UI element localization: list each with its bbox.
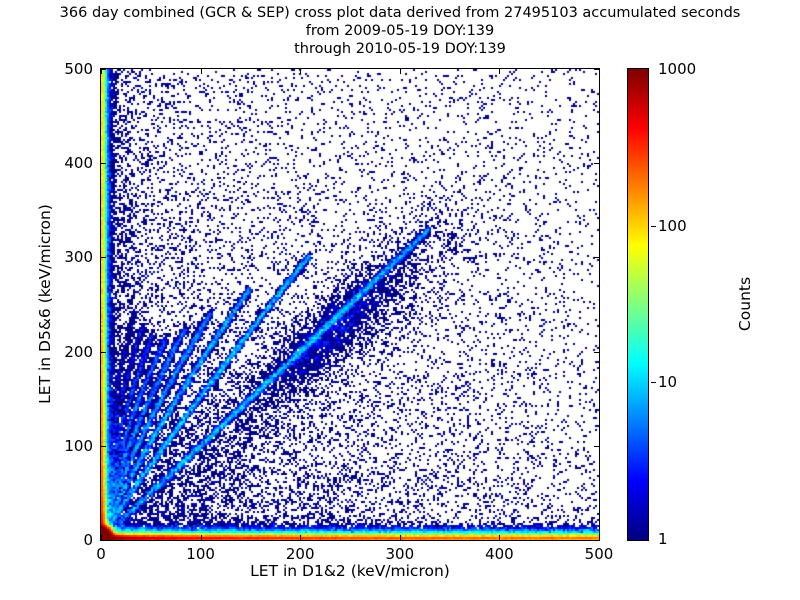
y-tick-right-300 (594, 257, 599, 259)
y-tick-right-400 (594, 163, 599, 165)
plot-axes (100, 68, 600, 541)
y-ticklabel-500: 500 (64, 60, 93, 78)
colorbar-tick-100 (651, 225, 656, 227)
colorbar-tick-10 (651, 382, 656, 384)
colorbar: 1 10 100 1000 (627, 60, 696, 548)
x-tick-top-200 (300, 69, 302, 74)
colorbar-ticklabel-10: 10 (658, 373, 678, 392)
x-tick-0 (101, 535, 102, 540)
y-tick-100 (101, 445, 106, 447)
x-tick-100 (200, 535, 202, 540)
y-ticklabel-0: 0 (83, 531, 93, 549)
y-ticklabel-200: 200 (64, 342, 93, 361)
colorbar-gradient (627, 68, 649, 541)
y-tick-right-100 (594, 445, 599, 447)
x-ticklabel-500: 500 (584, 545, 614, 563)
x-tick-top-0 (101, 69, 102, 74)
x-tick-top-400 (499, 69, 501, 74)
y-tick-right-200 (594, 351, 599, 353)
x-tick-400 (499, 535, 501, 540)
x-axis-label: LET in D1&2 (keV/micron) (250, 562, 450, 580)
x-ticklabel-100: 100 (186, 545, 215, 563)
x-ticklabel-200: 200 (285, 545, 315, 563)
x-ticklabel-300: 300 (385, 545, 415, 563)
x-ticklabel-400: 400 (485, 545, 514, 563)
x-tick-200 (300, 535, 302, 540)
colorbar-label: Counts (736, 276, 754, 332)
title-line-3: through 2010-05-19 DOY:139 (294, 41, 506, 57)
colorbar-ticklabel-1: 1 (658, 530, 668, 548)
x-tick-top-500 (599, 69, 600, 74)
y-tick-400 (101, 163, 106, 165)
y-tick-right-500 (594, 69, 599, 70)
y-tick-0 (101, 540, 106, 541)
x-tick-300 (399, 535, 401, 540)
y-ticklabel-100: 100 (64, 436, 93, 455)
y-tick-500 (101, 69, 106, 70)
y-tick-200 (101, 351, 106, 353)
x-ticklabel-0: 0 (96, 545, 106, 563)
y-tick-right-0 (594, 540, 599, 541)
x-tick-top-100 (200, 69, 202, 74)
y-ticklabel-300: 300 (64, 248, 93, 267)
colorbar-ticklabel-1000: 1000 (658, 60, 697, 78)
title-line-1: 366 day combined (GCR & SEP) cross plot … (59, 5, 741, 21)
y-ticklabel-400: 400 (64, 154, 93, 173)
y-axis-label: LET in D5&6 (keV/micron) (36, 204, 54, 404)
x-tick-500 (599, 535, 600, 540)
x-tick-top-300 (399, 69, 401, 74)
colorbar-ticklabel-100: 100 (658, 216, 687, 235)
plot-title: 366 day combined (GCR & SEP) cross plot … (0, 4, 800, 58)
scatter-heatmap (101, 69, 599, 540)
title-line-2: from 2009-05-19 DOY:139 (305, 23, 495, 39)
y-tick-300 (101, 257, 106, 259)
